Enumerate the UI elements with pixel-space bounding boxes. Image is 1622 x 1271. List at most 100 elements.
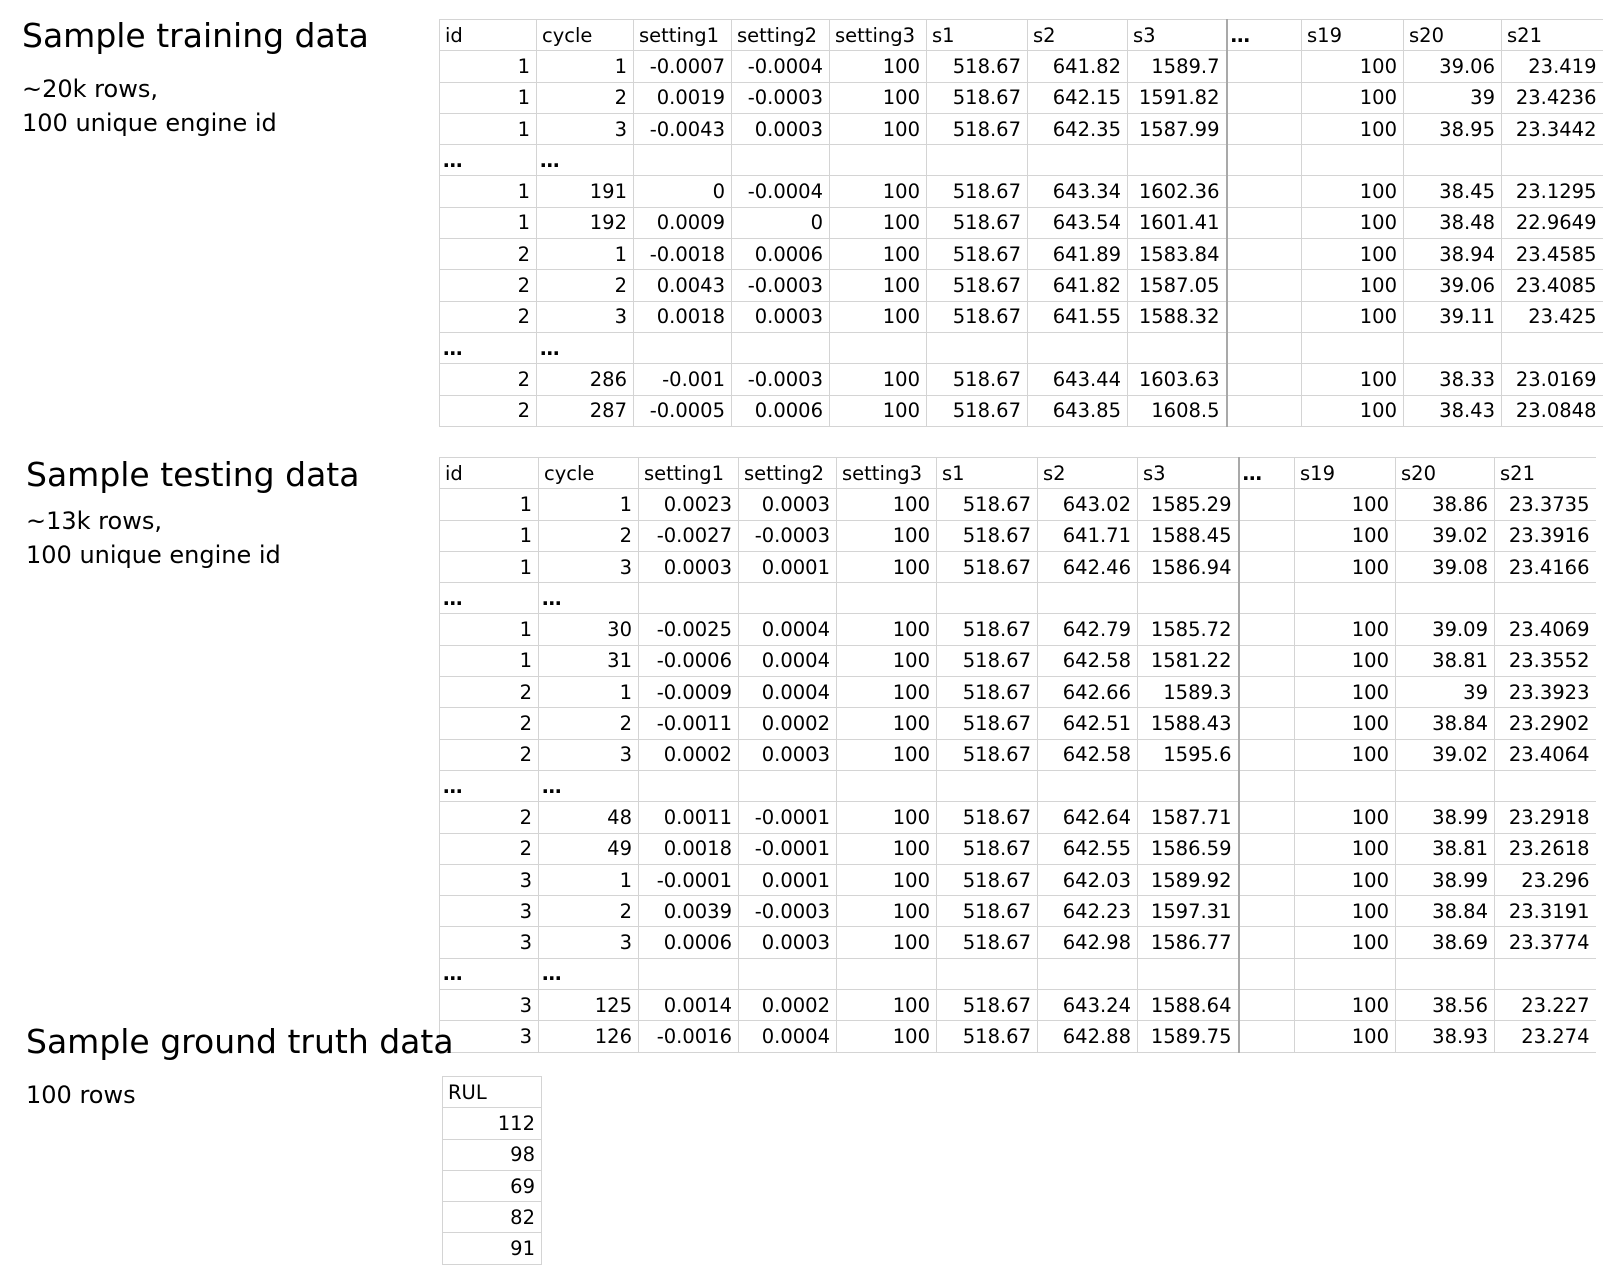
table-cell: 2 [439,801,539,834]
table-row: 69 [442,1169,542,1203]
table-cell: 100 [1294,738,1396,771]
table-row: 2 1 -0.0018 0.0006 100 518.67 641.89 1583.84 100… [439,238,1603,271]
table-cell: 191 [536,175,634,208]
table-cell: 0.0004 [738,676,837,709]
table-cell: 2 [439,676,539,709]
table-cell: 518.67 [936,863,1038,897]
table-cell: 518.67 [936,738,1038,771]
table-cell: 100 [829,112,927,146]
table-cell: 2 [538,519,639,552]
column-header: … [1238,456,1295,490]
table-cell [1037,769,1138,803]
table-cell: 1589.3 [1137,676,1240,709]
table-cell: 518.67 [926,269,1028,302]
table-cell: 3 [439,863,539,897]
table-cell: 518.67 [936,550,1038,584]
table-cell: 1585.29 [1137,488,1240,521]
table-cell: 1589.7 [1127,50,1228,83]
table-cell: 641.82 [1027,269,1128,302]
table-cell [638,582,739,615]
table-cell: 100 [1301,50,1404,83]
table-cell: 1 [439,112,537,146]
table-cell: 1 [439,644,539,678]
table-cell [638,957,739,991]
table-cell: 23.3923 [1494,676,1596,709]
table-cell: 48 [538,801,639,834]
table-cell: 38.45 [1403,175,1502,208]
table-cell [1226,112,1302,146]
table-cell: 38.94 [1403,238,1502,271]
table-cell: 38.93 [1395,1020,1495,1053]
table-cell: 1589.75 [1137,1020,1240,1053]
table-cell: 39 [1395,676,1495,709]
table-cell [836,769,937,803]
table-cell [1238,1020,1295,1053]
table-cell: 23.4236 [1501,81,1603,114]
table-cell: 0.0018 [638,832,739,865]
column-header: s2 [1027,18,1128,52]
table-cell: 38.56 [1395,989,1495,1022]
table-row: 1 1 -0.0007 -0.0004 100 518.67 641.82 1589.7 100… [439,50,1603,83]
table-cell [1301,144,1404,177]
table-cell: 1 [439,81,537,114]
column-header: setting2 [738,456,837,490]
table-cell: 1 [538,676,639,709]
table-cell: 1585.72 [1137,613,1240,646]
table-cell [1127,331,1228,365]
table-cell: -0.0001 [738,801,837,834]
table-cell: 642.88 [1037,1020,1138,1053]
table-cell: 642.15 [1027,81,1128,114]
table-cell: 1595.6 [1137,738,1240,771]
table-cell: 1587.71 [1137,801,1240,834]
table-cell [1226,269,1302,302]
table-cell: 518.67 [926,394,1028,427]
table-cell: 518.67 [936,644,1038,678]
table-cell [731,144,830,177]
table-row: 2 49 0.0018 -0.0001 100 518.67 642.55 1586.59 10… [439,832,1596,865]
column-header: … [1226,18,1302,52]
table-cell: 2 [439,832,539,865]
table-cell [1395,769,1495,803]
table-cell: 100 [836,488,937,521]
column-header: setting3 [836,456,937,490]
gap-row: …… [439,331,1603,365]
table-cell: 287 [536,394,634,427]
table-cell: 100 [1294,832,1396,865]
table-cell: 100 [836,989,937,1022]
table-cell: 0.0004 [738,644,837,678]
table-cell: 100 [836,550,937,584]
table-cell: 1589.92 [1137,863,1240,897]
table-cell: 518.67 [926,300,1028,333]
ground-truth-title: Sample ground truth data [26,1022,454,1061]
table-cell: 0.0019 [633,81,732,114]
table-cell [1238,957,1295,991]
table-cell [1226,331,1302,365]
table-cell: 0.0001 [738,550,837,584]
gap-marker: … [439,769,539,803]
table-cell: 1587.05 [1127,269,1228,302]
table-cell: 0.0014 [638,989,739,1022]
table-cell: 100 [1294,519,1396,552]
gap-marker: … [439,331,537,365]
table-cell [738,769,837,803]
table-cell: -0.0007 [633,50,732,83]
table-cell: 0.0003 [731,112,830,146]
testing-desc-engines: 100 unique engine id [26,541,281,569]
table-cell: 38.43 [1403,394,1502,427]
table-row: 3 125 0.0014 0.0002 100 518.67 643.24 1588.64 10… [439,989,1596,1022]
table-cell [738,957,837,991]
table-cell: 3 [536,300,634,333]
table-cell: 126 [538,1020,639,1053]
table-cell [633,331,732,365]
table-cell: 2 [439,738,539,771]
table-cell: 1597.31 [1137,895,1240,928]
table-cell [1403,144,1502,177]
table-cell: -0.0003 [731,81,830,114]
table-cell: 643.44 [1027,363,1128,396]
table-cell [738,582,837,615]
table-cell: 2 [439,707,539,740]
table-cell: 38.86 [1395,488,1495,521]
table-cell: 0.0003 [638,550,739,584]
table-cell [1494,957,1596,991]
gap-marker: … [538,582,639,615]
